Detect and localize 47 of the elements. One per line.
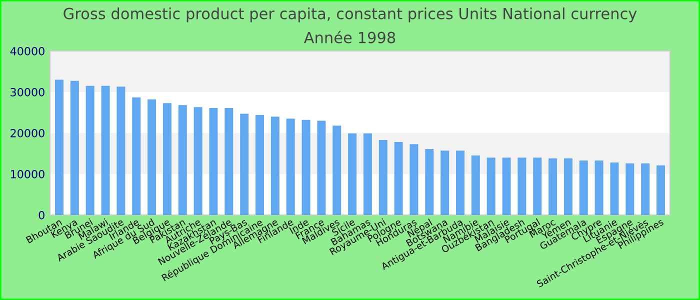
bar [256, 114, 264, 215]
chart-title: Gross domestic product per capita, constant prices Units National currency [64, 8, 637, 22]
bar [224, 108, 234, 215]
bar [363, 133, 372, 215]
y-tick-label: 10000 [11, 170, 44, 178]
bar [610, 162, 619, 215]
chart-subtitle: Année 1998 [304, 30, 396, 44]
bar [148, 99, 156, 215]
bar [116, 86, 126, 215]
bar [55, 80, 64, 215]
bar [626, 163, 634, 215]
bar [548, 158, 558, 215]
bar [594, 160, 604, 215]
bar [270, 116, 280, 215]
bar [641, 163, 650, 215]
bar [178, 105, 187, 215]
bar [456, 150, 464, 215]
bar [378, 140, 388, 215]
bar [410, 144, 418, 215]
bar [564, 158, 572, 215]
bar [579, 160, 588, 215]
bar [471, 156, 480, 215]
bar [425, 148, 434, 215]
y-tick-label: 40000 [10, 46, 44, 56]
bar [194, 107, 202, 215]
bar [286, 118, 295, 215]
bar [101, 86, 110, 215]
y-tick-label: 20000 [10, 128, 44, 138]
bar [348, 133, 357, 215]
bar [486, 158, 496, 215]
bar [240, 114, 249, 215]
bar [502, 158, 511, 215]
y-tick-label: 30000 [10, 88, 44, 96]
bar [86, 86, 94, 215]
bar [440, 150, 450, 215]
y-tick-label: 0 [38, 210, 44, 220]
bar [302, 120, 310, 215]
bar [332, 126, 342, 215]
bar [132, 97, 141, 215]
bar [656, 165, 665, 215]
bar [394, 142, 403, 215]
bar [209, 108, 218, 215]
bar [518, 158, 526, 215]
bar [162, 103, 172, 215]
bar [317, 120, 326, 215]
bar [533, 158, 542, 215]
bar [70, 80, 79, 215]
